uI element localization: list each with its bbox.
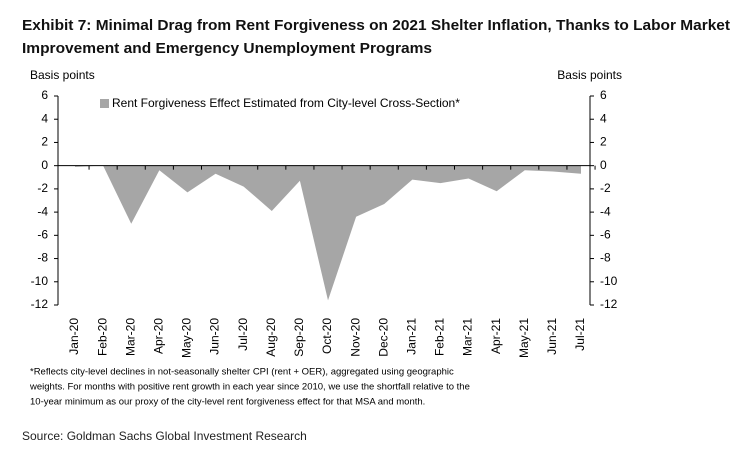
footnote: 10-year minimum as our proxy of the city…: [30, 397, 425, 408]
x-tick-label: Apr-20: [152, 318, 166, 354]
x-tick-label: Oct-20: [320, 318, 334, 354]
y2-tick-label: -8: [600, 251, 611, 265]
chart-title: Exhibit 7: Minimal Drag from Rent Forgiv…: [22, 17, 730, 34]
x-tick-label: Jan-21: [405, 318, 419, 355]
x-tick-label: May-20: [180, 318, 194, 358]
x-tick-label: Aug-20: [264, 318, 278, 357]
x-tick-label: Jan-20: [67, 318, 81, 355]
x-tick-label: Feb-21: [433, 318, 447, 356]
x-tick-label: Jun-20: [208, 318, 222, 355]
y-tick-label: -2: [37, 181, 48, 195]
y2-tick-label: -2: [600, 181, 611, 195]
y2-tick-label: 6: [600, 88, 607, 102]
footnote: weights. For months with positive rent g…: [29, 382, 470, 393]
x-tick-label: Jul-20: [236, 318, 250, 351]
y-tick-label: -10: [31, 274, 49, 288]
y-tick-label: -4: [37, 204, 48, 218]
y2-axis-label: Basis points: [557, 68, 622, 82]
y2-tick-label: 2: [600, 135, 607, 149]
x-tick-label: Nov-20: [348, 318, 362, 357]
x-tick-label: Jun-21: [545, 318, 559, 355]
y2-tick-label: -12: [600, 297, 618, 311]
y2-tick-label: 0: [600, 158, 607, 172]
x-tick-label: Feb-20: [95, 318, 109, 356]
y2-tick-label: -4: [600, 204, 611, 218]
y2-tick-label: -10: [600, 274, 618, 288]
y-tick-label: -12: [31, 297, 49, 311]
x-tick-label: Apr-21: [489, 318, 503, 354]
x-tick-label: Dec-20: [376, 318, 390, 357]
area: [75, 165, 581, 301]
x-tick-label: Mar-21: [461, 318, 475, 356]
x-tick-label: Sep-20: [292, 318, 306, 357]
legend-label: Rent Forgiveness Effect Estimated from C…: [112, 96, 460, 110]
y2-tick-label: 4: [600, 111, 607, 125]
y-axis-label: Basis points: [30, 68, 95, 82]
chart-title: Improvement and Emergency Unemployment P…: [22, 40, 432, 57]
x-tick-label: Mar-20: [123, 318, 137, 356]
y-tick-label: -8: [37, 251, 48, 265]
y-tick-label: 6: [41, 88, 48, 102]
legend-swatch: [100, 99, 109, 108]
source: Source: Goldman Sachs Global Investment …: [22, 429, 307, 443]
y2-tick-label: -6: [600, 228, 611, 242]
footnote: *Reflects city-level declines in not-sea…: [30, 367, 454, 378]
x-tick-label: May-21: [517, 318, 531, 358]
x-tick-label: Jul-21: [573, 318, 587, 351]
y-tick-label: 0: [41, 158, 48, 172]
y-tick-label: 2: [41, 135, 48, 149]
y-tick-label: -6: [37, 228, 48, 242]
y-tick-label: 4: [41, 111, 48, 125]
